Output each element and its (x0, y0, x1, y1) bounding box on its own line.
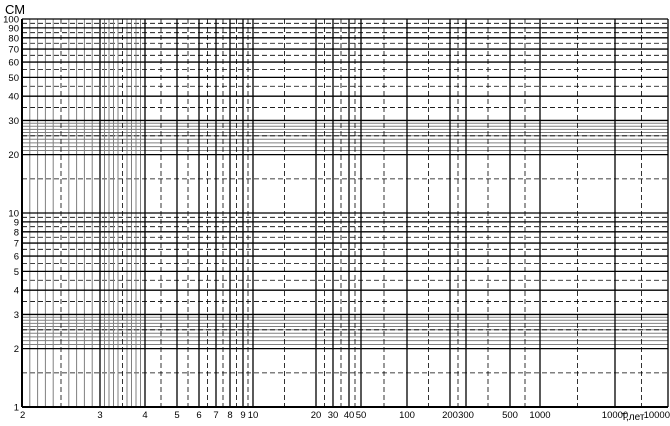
y-tick-label: 40 (8, 92, 19, 103)
y-tick-label: 80 (8, 33, 19, 44)
x-tick-label: 5 (174, 410, 179, 421)
x-tick-label: 500 (502, 410, 518, 421)
y-tick-label: 5 (14, 267, 19, 278)
x-tick-label: 30 (328, 410, 339, 421)
x-tick-label: 200 (442, 410, 458, 421)
x-tick-label: 4 (142, 410, 147, 421)
y-tick-label: 70 (8, 45, 19, 56)
y-tick-label: 90 (8, 23, 19, 34)
y-tick-label: 6 (14, 252, 19, 263)
y-tick-label: 2 (14, 344, 19, 355)
y-tick-label: 9 (14, 217, 19, 228)
x-tick-label: 2 (20, 410, 25, 421)
x-tick-label: 20 (311, 410, 322, 421)
x-tick-label: 3 (97, 410, 102, 421)
x-tick-label: 50 (356, 410, 367, 421)
x-tick-label: 300 (458, 410, 474, 421)
y-tick-label: 8 (14, 227, 19, 238)
x-tick-label: 10000 (602, 410, 628, 421)
y-axis-label: СМ (5, 2, 25, 17)
y-tick-label: 7 (14, 239, 19, 250)
x-axis-label: Т,лет (621, 412, 645, 423)
x-tick-label: 6 (196, 410, 201, 421)
x-tick-label: 1000 (529, 410, 550, 421)
x-tick-label: 8 (227, 410, 232, 421)
x-tick-label: 40 (344, 410, 355, 421)
y-tick-label: 100 (3, 15, 19, 26)
y-tick-label: 10 (8, 209, 19, 220)
y-tick-label: 20 (8, 150, 19, 161)
y-tick-label: 4 (14, 286, 19, 297)
x-tick-label: 100 (399, 410, 415, 421)
y-tick-label: 1 (14, 403, 19, 414)
x-tick-label: 10 (248, 410, 259, 421)
y-tick-label: 3 (14, 310, 19, 321)
y-tick-label: 50 (8, 73, 19, 84)
x-tick-label: 10000 (644, 410, 670, 421)
x-tick-label: 7 (213, 410, 218, 421)
y-tick-label: 30 (8, 116, 19, 127)
x-tick-label: 9 (240, 410, 245, 421)
grid (21, 18, 669, 408)
y-tick-label: 60 (8, 58, 19, 69)
